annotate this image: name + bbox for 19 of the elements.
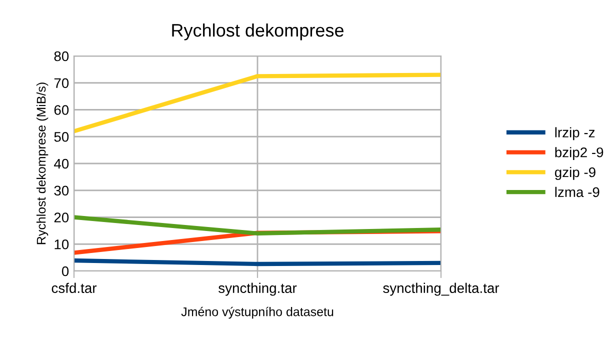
- y-tick-label: 0: [62, 266, 69, 276]
- x-tick-label: syncthing.tar: [218, 282, 297, 296]
- y-tick-label: 30: [54, 186, 69, 196]
- legend-label: lrzip -z: [555, 127, 595, 140]
- legend-label: bzip2 -9: [555, 147, 604, 160]
- x-tick-label: syncthing_delta.tar: [383, 282, 500, 296]
- y-tick-label: 40: [54, 158, 69, 169]
- chart-title: Rychlost dekomprese: [172, 23, 344, 40]
- y-tick-label: 70: [54, 78, 69, 88]
- y-tick-label: 10: [54, 239, 69, 250]
- legend-label: lzma -9: [555, 186, 600, 198]
- x-tick-label: csfd.tar: [52, 282, 97, 294]
- y-tick-label: 20: [54, 212, 69, 222]
- x-axis-title: Jméno výstupního datasetu: [181, 306, 334, 319]
- y-tick-label: 60: [54, 105, 69, 115]
- y-axis-title: Rychlost dekomprese (MiB/s): [36, 82, 48, 244]
- legend-label: gzip -9: [554, 166, 596, 180]
- y-tick-label: 50: [54, 132, 69, 142]
- y-tick-label: 80: [54, 51, 69, 62]
